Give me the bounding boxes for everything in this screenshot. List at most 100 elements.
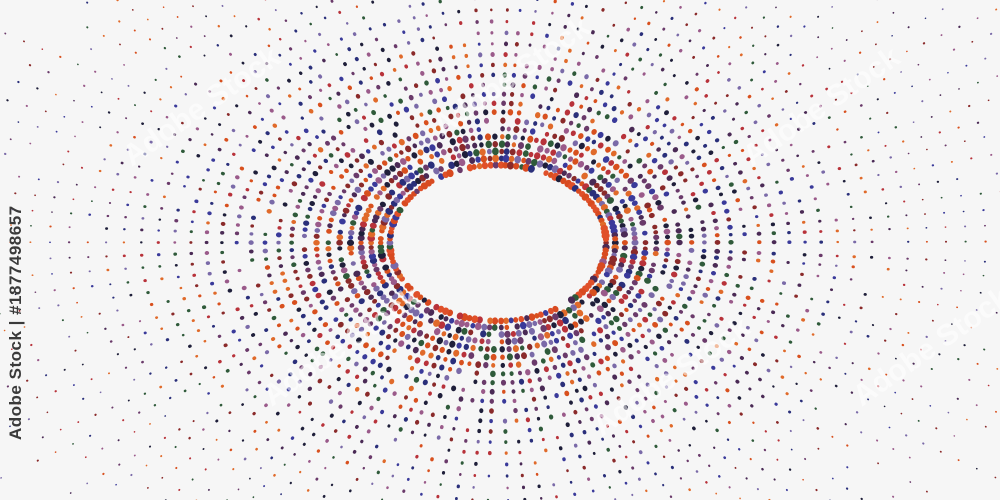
- dot: [407, 164, 413, 171]
- dot: [292, 359, 298, 365]
- dot: [693, 284, 698, 289]
- dot: [301, 233, 308, 239]
- dot: [745, 477, 748, 480]
- dot: [258, 342, 263, 347]
- dot: [351, 288, 358, 295]
- dot: [266, 174, 272, 179]
- dot: [474, 461, 478, 466]
- dot: [688, 233, 695, 239]
- dot: [642, 246, 648, 251]
- dot: [189, 372, 193, 376]
- dot: [127, 84, 130, 87]
- dot: [590, 148, 597, 156]
- dot: [715, 428, 719, 433]
- dot: [591, 30, 595, 35]
- dot: [556, 78, 561, 84]
- dot: [533, 461, 537, 465]
- dot: [685, 81, 689, 85]
- dot: [189, 230, 193, 234]
- dot: [860, 378, 863, 381]
- dot: [428, 25, 432, 29]
- dot: [503, 41, 509, 47]
- dot: [6, 385, 10, 388]
- dot: [635, 293, 642, 299]
- dot: [313, 49, 317, 53]
- dot: [17, 80, 20, 84]
- dot: [751, 439, 755, 442]
- dot: [206, 315, 211, 319]
- dot: [232, 152, 236, 156]
- dot: [88, 270, 91, 273]
- dot: [520, 92, 524, 98]
- dot: [516, 149, 523, 157]
- dot: [347, 85, 353, 91]
- dot: [481, 379, 487, 386]
- dot: [242, 79, 246, 83]
- dot: [581, 172, 588, 180]
- dot: [37, 178, 40, 181]
- dot: [295, 326, 300, 331]
- dot: [385, 355, 390, 361]
- dot: [180, 360, 183, 364]
- dot: [174, 218, 179, 223]
- dot: [276, 379, 281, 384]
- dot: [628, 114, 634, 120]
- dot: [68, 335, 71, 338]
- dot: [609, 387, 614, 392]
- dot: [708, 331, 714, 336]
- dot: [409, 365, 415, 371]
- dot: [423, 120, 429, 126]
- dot: [459, 473, 462, 476]
- dot: [889, 327, 892, 331]
- dot: [182, 297, 187, 301]
- dot: [422, 379, 428, 386]
- dot: [294, 155, 300, 160]
- dot: [354, 374, 360, 379]
- dot: [388, 178, 395, 184]
- dot: [527, 427, 532, 433]
- dot: [616, 85, 621, 90]
- dot: [853, 229, 856, 232]
- dot: [809, 389, 813, 392]
- dot: [561, 412, 566, 417]
- dot: [809, 185, 814, 189]
- dot: [300, 116, 304, 120]
- dot: [387, 323, 393, 330]
- dot: [127, 336, 130, 339]
- dot: [532, 320, 538, 327]
- dot: [666, 340, 672, 345]
- dot: [310, 358, 315, 363]
- dot: [380, 279, 386, 285]
- dot: [659, 135, 664, 140]
- dot: [165, 67, 168, 70]
- dot: [635, 400, 639, 405]
- dot: [239, 166, 245, 171]
- dot: [291, 262, 297, 268]
- dot: [680, 122, 685, 127]
- dot: [609, 94, 614, 99]
- dot: [245, 25, 248, 28]
- dot: [801, 220, 806, 224]
- dot: [210, 201, 214, 205]
- dot: [380, 173, 387, 179]
- dot: [789, 34, 793, 38]
- dot: [698, 29, 702, 33]
- dot: [90, 105, 93, 108]
- dot: [454, 496, 458, 500]
- dot: [595, 77, 600, 82]
- dot: [660, 270, 666, 275]
- dot: [321, 423, 325, 427]
- dot: [289, 481, 292, 485]
- dot: [630, 414, 636, 420]
- dot: [352, 449, 357, 454]
- dot: [432, 117, 437, 123]
- dot: [821, 170, 826, 174]
- dot: [480, 398, 485, 404]
- dot: [146, 18, 149, 21]
- dot: [587, 374, 592, 379]
- dot: [679, 5, 682, 9]
- dot: [456, 136, 463, 144]
- dot: [59, 55, 62, 58]
- dot: [308, 371, 313, 377]
- dot: [400, 321, 406, 327]
